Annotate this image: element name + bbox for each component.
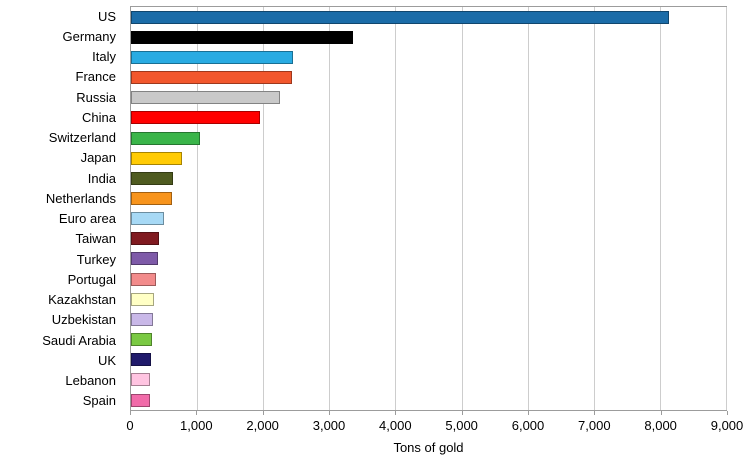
tick-mark [660, 411, 662, 415]
tick-mark [727, 411, 728, 415]
bar-row [131, 7, 726, 27]
category-label: Uzbekistan [51, 312, 116, 328]
tick-mark [262, 411, 264, 415]
bar-saudi-arabia [131, 333, 153, 347]
tick-label: 5,000 [445, 418, 478, 433]
category-label: Turkey [76, 251, 116, 267]
bar-russia [131, 91, 280, 105]
gridline [726, 7, 727, 410]
bar-france [131, 71, 293, 85]
gridline [263, 7, 265, 410]
tick-label: 8,000 [644, 418, 677, 433]
tick-label: 4,000 [379, 418, 412, 433]
bars-container [131, 7, 726, 410]
bar-kazakhstan [131, 292, 155, 306]
category-label: US [97, 8, 116, 24]
tick-label: 2,000 [246, 418, 279, 433]
bar-row [131, 350, 726, 370]
category-label: Spain [82, 393, 116, 409]
category-label: Japan [80, 150, 116, 166]
bar-lebanon [131, 373, 150, 387]
tick-label: 9,000 [710, 418, 744, 433]
gridline [329, 7, 331, 410]
category-label: Euro area [58, 211, 116, 227]
category-axis: US Germany Italy France Russia China Switzerla… [0, 6, 124, 411]
plot-area [130, 6, 727, 411]
bar-euro-area [131, 212, 165, 226]
tick-mark [395, 411, 397, 415]
bar-taiwan [131, 232, 160, 246]
category-label: China [82, 109, 116, 125]
tick-label: 7,000 [578, 418, 611, 433]
bar-uk [131, 353, 152, 367]
category-label: Kazakhstan [48, 292, 116, 308]
x-axis: 0 1,000 2,000 3,000 4,000 5,000 6,000 7,000 8,00… [126, 411, 743, 435]
bar-row [131, 390, 726, 410]
bar-row [131, 168, 726, 188]
bar-row [131, 128, 726, 148]
category-label: Lebanon [65, 373, 116, 389]
bar-row [131, 188, 726, 208]
tick-label: 1,000 [180, 418, 213, 433]
bar-row [131, 88, 726, 108]
bar-netherlands [131, 191, 172, 205]
tick-mark [130, 411, 131, 415]
gridline [527, 7, 529, 410]
tick-label: 3,000 [312, 418, 346, 433]
category-label: Germany [62, 28, 116, 44]
bar-row [131, 108, 726, 128]
gridline [395, 7, 397, 410]
bar-row [131, 370, 726, 390]
tick-mark [594, 411, 596, 415]
category-label: India [87, 170, 116, 186]
bar-row [131, 289, 726, 309]
bar-row [131, 209, 726, 229]
gridline [659, 7, 661, 410]
bar-row [131, 249, 726, 269]
bar-portugal [131, 272, 157, 286]
bar-us [131, 10, 669, 24]
category-label: UK [97, 352, 116, 368]
tick-mark [528, 411, 529, 415]
bar-china [131, 111, 260, 125]
bar-turkey [131, 252, 158, 266]
bar-row [131, 269, 726, 289]
gridline [593, 7, 595, 410]
bar-germany [131, 30, 354, 44]
bar-japan [131, 151, 182, 165]
bar-row [131, 27, 726, 47]
bar-spain [131, 393, 150, 407]
bar-uzbekistan [131, 312, 154, 326]
bar-row [131, 229, 726, 249]
gridline [461, 7, 463, 410]
category-label: Italy [92, 49, 116, 65]
category-label: France [75, 69, 116, 85]
bar-row [131, 148, 726, 168]
category-label: Russia [76, 89, 116, 105]
bar-row [131, 67, 726, 87]
category-label: Switzerland [48, 130, 116, 146]
tick-mark [461, 411, 463, 415]
bar-row [131, 309, 726, 329]
category-label: Portugal [67, 271, 116, 287]
gridlines [131, 7, 727, 410]
bar-row [131, 330, 726, 350]
gridline [197, 7, 199, 410]
x-axis-title: Tons of gold [393, 440, 464, 455]
bar-switzerland [131, 131, 200, 145]
bar-italy [131, 50, 294, 64]
tick-mark [329, 411, 330, 415]
category-label: Taiwan [75, 231, 116, 247]
tick-mark [196, 411, 198, 415]
tick-label: 0 [126, 418, 134, 433]
category-label: Saudi Arabia [42, 332, 116, 348]
tick-label: 6,000 [511, 418, 545, 433]
bar-india [131, 171, 173, 185]
bar-row [131, 47, 726, 67]
category-label: Netherlands [45, 190, 116, 206]
